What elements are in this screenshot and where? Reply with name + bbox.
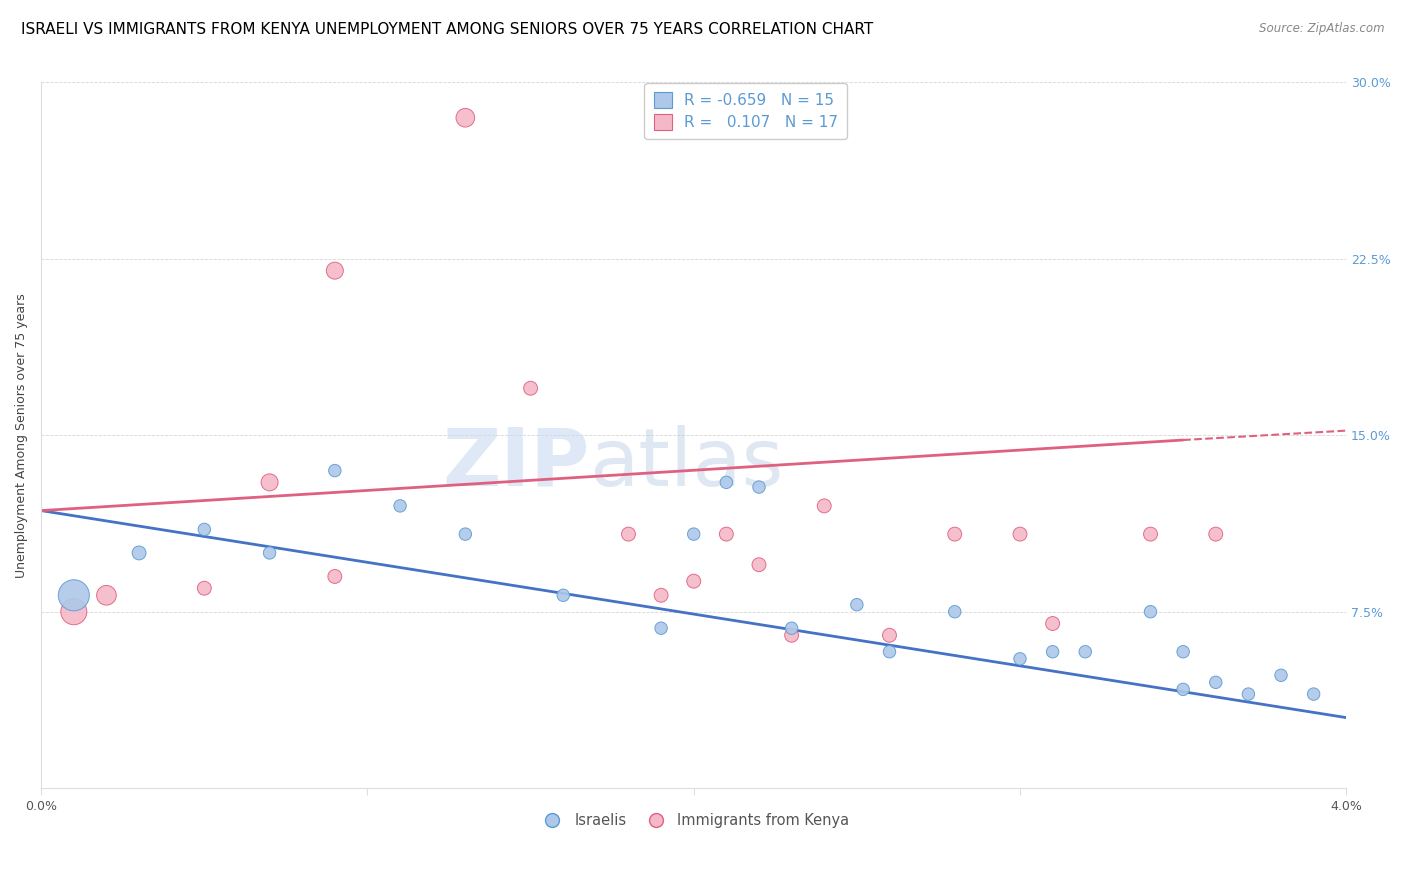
Point xyxy=(780,628,803,642)
Point xyxy=(813,499,835,513)
Point xyxy=(1237,687,1260,701)
Point xyxy=(519,381,541,395)
Point xyxy=(1139,605,1161,619)
Point xyxy=(845,598,868,612)
Point xyxy=(454,527,477,541)
Point xyxy=(63,588,86,602)
Point xyxy=(943,527,966,541)
Point xyxy=(1042,616,1064,631)
Point xyxy=(1042,645,1064,659)
Point xyxy=(193,523,215,537)
Legend: Israelis, Immigrants from Kenya: Israelis, Immigrants from Kenya xyxy=(531,807,855,834)
Point xyxy=(96,588,118,602)
Point xyxy=(323,569,346,583)
Y-axis label: Unemployment Among Seniors over 75 years: Unemployment Among Seniors over 75 years xyxy=(15,293,28,578)
Point xyxy=(323,263,346,277)
Point xyxy=(879,628,901,642)
Point xyxy=(1171,682,1194,697)
Text: atlas: atlas xyxy=(589,425,783,502)
Text: ZIP: ZIP xyxy=(441,425,589,502)
Point xyxy=(259,475,281,490)
Point xyxy=(389,499,412,513)
Text: Source: ZipAtlas.com: Source: ZipAtlas.com xyxy=(1260,22,1385,36)
Point xyxy=(1008,527,1031,541)
Point xyxy=(617,527,640,541)
Point xyxy=(748,480,770,494)
Point xyxy=(682,527,704,541)
Point xyxy=(128,546,150,560)
Point xyxy=(454,111,477,125)
Point xyxy=(716,475,738,490)
Point xyxy=(748,558,770,572)
Point xyxy=(323,464,346,478)
Point xyxy=(1074,645,1097,659)
Point xyxy=(259,546,281,560)
Point xyxy=(1270,668,1292,682)
Point xyxy=(1139,527,1161,541)
Point xyxy=(1205,675,1227,690)
Point xyxy=(682,574,704,589)
Point xyxy=(193,581,215,595)
Point xyxy=(650,621,672,635)
Point xyxy=(943,605,966,619)
Point xyxy=(716,527,738,541)
Point xyxy=(780,621,803,635)
Point xyxy=(1205,527,1227,541)
Point xyxy=(1008,652,1031,666)
Point xyxy=(1171,645,1194,659)
Point xyxy=(879,645,901,659)
Point xyxy=(1302,687,1324,701)
Point xyxy=(63,605,86,619)
Text: ISRAELI VS IMMIGRANTS FROM KENYA UNEMPLOYMENT AMONG SENIORS OVER 75 YEARS CORREL: ISRAELI VS IMMIGRANTS FROM KENYA UNEMPLO… xyxy=(21,22,873,37)
Point xyxy=(650,588,672,602)
Point xyxy=(553,588,575,602)
